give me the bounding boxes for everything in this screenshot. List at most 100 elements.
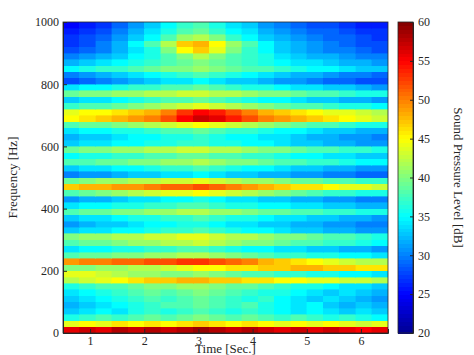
cell (177, 115, 193, 121)
cell (339, 321, 355, 327)
cell (161, 265, 177, 271)
cell (356, 41, 372, 47)
cell (242, 271, 258, 277)
cell (112, 153, 128, 159)
cell (209, 221, 225, 227)
cell (177, 134, 193, 140)
cell (372, 302, 388, 308)
cell (372, 122, 388, 128)
cell (96, 314, 112, 320)
cell (63, 41, 79, 47)
cell (323, 184, 339, 190)
xticks-tick: 5 (304, 329, 310, 348)
cell (323, 165, 339, 171)
cell (209, 308, 225, 314)
cell (161, 34, 177, 40)
cell (307, 103, 323, 109)
cell (79, 289, 95, 295)
cell (323, 196, 339, 202)
cell (112, 265, 128, 271)
cell (161, 109, 177, 115)
cell (226, 159, 242, 165)
cell (79, 47, 95, 53)
zticks-tick-label: 45 (418, 132, 430, 146)
yticks-tick-mark (63, 22, 67, 23)
cell (307, 308, 323, 314)
cell (79, 72, 95, 78)
cell (112, 109, 128, 115)
cell (323, 283, 339, 289)
cell (291, 103, 307, 109)
cell (79, 159, 95, 165)
cell (63, 59, 79, 65)
cell (177, 283, 193, 289)
cell (242, 28, 258, 34)
cell (242, 122, 258, 128)
zticks-tick-label: 55 (418, 54, 430, 68)
cell (209, 66, 225, 72)
cell (226, 209, 242, 215)
cell (356, 252, 372, 258)
cell (79, 302, 95, 308)
cell (128, 209, 144, 215)
cell (226, 128, 242, 134)
colorbar-swatch (398, 170, 413, 174)
cell (274, 327, 290, 333)
cell (356, 327, 372, 333)
cell (307, 227, 323, 233)
cell (274, 171, 290, 177)
cell (193, 178, 209, 184)
cell (112, 171, 128, 177)
cell (258, 115, 274, 121)
cell (258, 321, 274, 327)
cell (96, 302, 112, 308)
cell (372, 153, 388, 159)
cell (63, 296, 79, 302)
cell (161, 90, 177, 96)
cell (307, 159, 323, 165)
zticks-tick: 35 (410, 210, 430, 224)
cell (372, 41, 388, 47)
cell (144, 190, 160, 196)
cell (274, 252, 290, 258)
cell (193, 265, 209, 271)
cell (112, 41, 128, 47)
cell (63, 47, 79, 53)
cell (291, 171, 307, 177)
cell (307, 178, 323, 184)
zticks-axis: 202530354045505560 (410, 15, 430, 340)
cell (339, 302, 355, 308)
cell (274, 90, 290, 96)
cell (209, 165, 225, 171)
cell (307, 302, 323, 308)
cell (323, 221, 339, 227)
cell (161, 252, 177, 258)
cell (226, 53, 242, 59)
cell (128, 184, 144, 190)
cell (258, 227, 274, 233)
cell (193, 159, 209, 165)
cell (193, 215, 209, 221)
cell (258, 134, 274, 140)
colorbar-swatch (398, 158, 413, 162)
cell (258, 314, 274, 320)
cell (79, 196, 95, 202)
cell (128, 66, 144, 72)
cell (112, 221, 128, 227)
cell (112, 97, 128, 103)
cell (274, 159, 290, 165)
cell (258, 327, 274, 333)
cell (307, 128, 323, 134)
cell (339, 78, 355, 84)
cell (242, 84, 258, 90)
cell (112, 59, 128, 65)
cell (339, 202, 355, 208)
cell (63, 72, 79, 78)
cell (356, 59, 372, 65)
cell (372, 221, 388, 227)
cell (79, 327, 95, 333)
cell (177, 22, 193, 28)
yticks-tick: 400 (41, 202, 67, 216)
zticks-tick-label: 35 (418, 210, 430, 224)
cell (291, 28, 307, 34)
